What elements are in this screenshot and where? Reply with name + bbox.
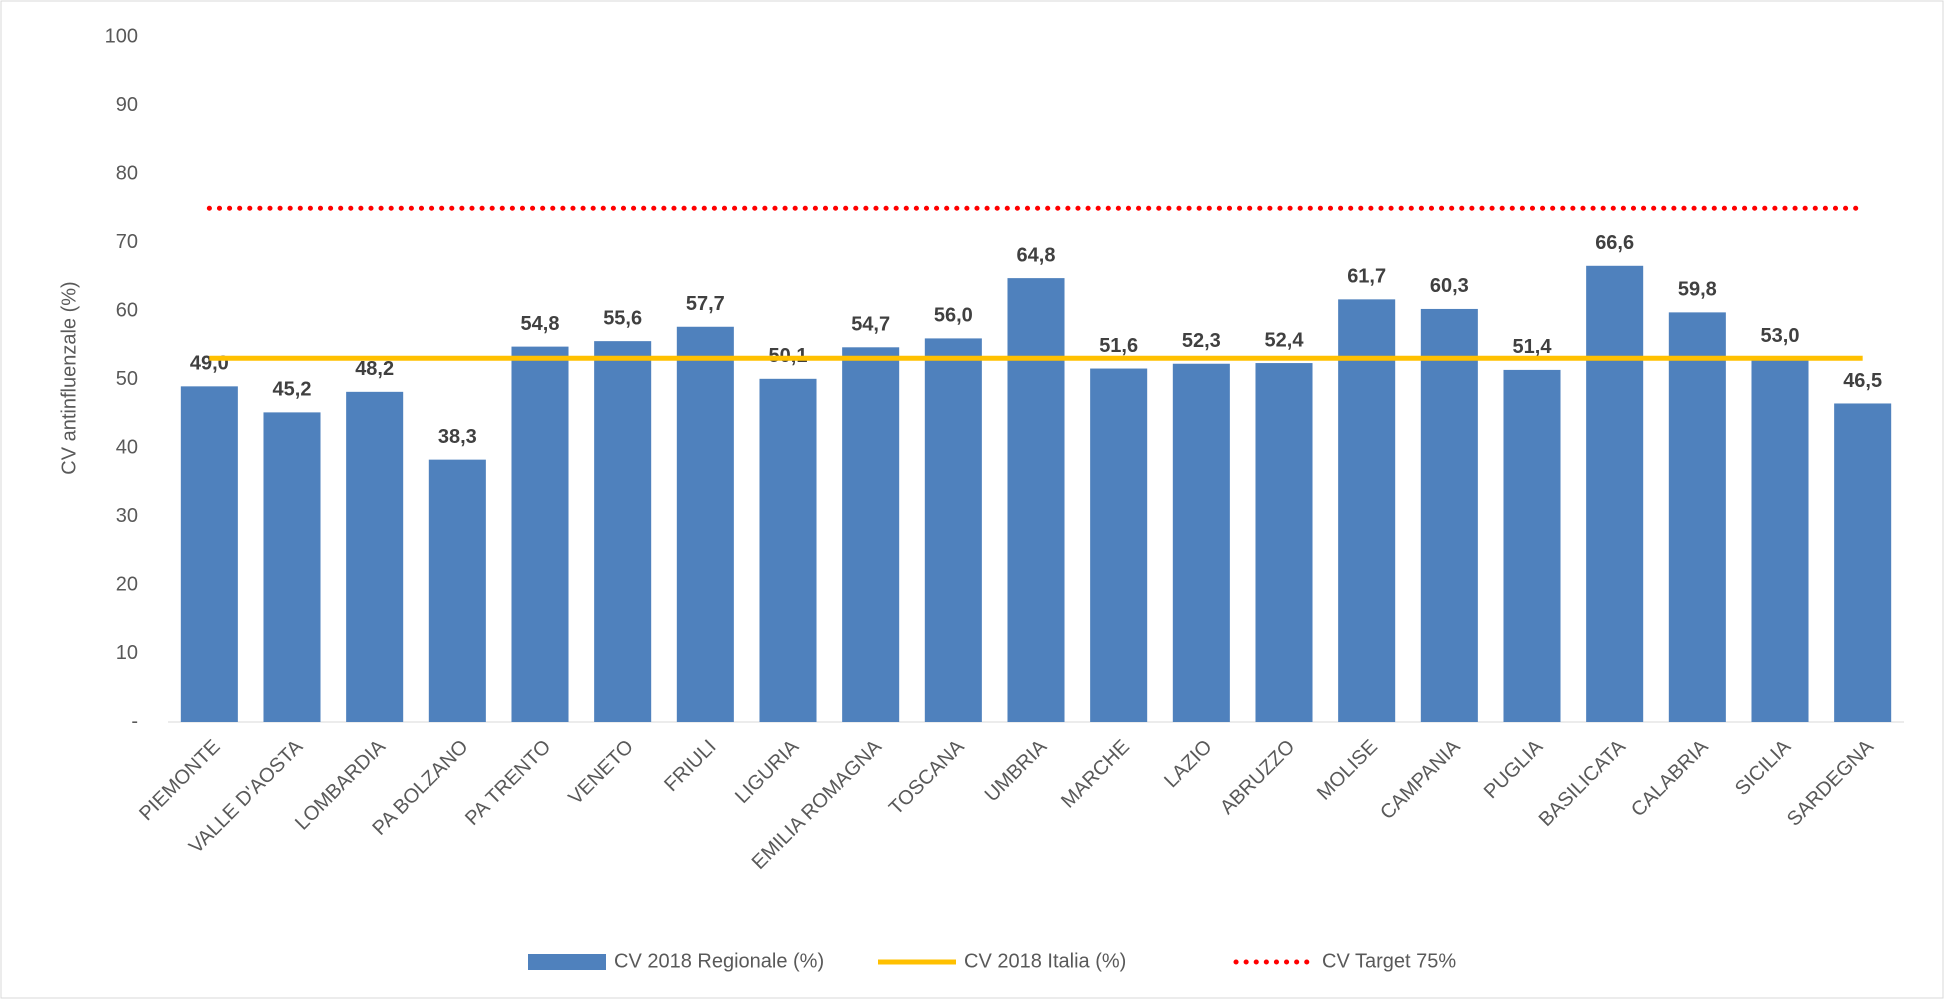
- value-label: 60,3: [1430, 275, 1469, 297]
- legend-label: CV 2018 Regionale (%): [614, 950, 824, 972]
- bar: [1338, 299, 1396, 722]
- value-label: 55,6: [603, 307, 642, 329]
- value-label: 66,6: [1595, 232, 1634, 254]
- y-tick-label: 30: [116, 505, 138, 527]
- bar: [346, 391, 404, 722]
- y-tick-label: 80: [116, 162, 138, 184]
- bar: [759, 378, 817, 722]
- bar: [594, 341, 652, 722]
- value-label: 64,8: [1017, 244, 1056, 266]
- bar: [1090, 368, 1148, 722]
- bar: [1668, 312, 1726, 722]
- y-tick-label: -: [131, 710, 138, 732]
- bar: [1503, 369, 1561, 722]
- legend-label: CV 2018 Italia (%): [964, 950, 1126, 972]
- bar: [676, 326, 734, 722]
- bar: [1255, 363, 1313, 722]
- value-label: 59,8: [1678, 279, 1717, 301]
- value-label: 38,3: [438, 426, 477, 448]
- bar: [428, 459, 486, 722]
- bar: [924, 338, 982, 722]
- value-label: 46,5: [1843, 370, 1882, 392]
- value-label: 52,3: [1182, 330, 1221, 352]
- bar: [180, 386, 238, 722]
- y-tick-label: 10: [116, 642, 138, 664]
- y-tick-label: 100: [105, 25, 138, 47]
- y-tick-label: 40: [116, 436, 138, 458]
- value-label: 56,0: [934, 305, 973, 327]
- bar: [1007, 278, 1065, 722]
- y-tick-label: 20: [116, 573, 138, 595]
- value-label: 52,4: [1265, 329, 1305, 351]
- legend-swatch: [528, 954, 606, 970]
- value-label: 45,2: [273, 379, 312, 401]
- bar: [511, 346, 569, 722]
- bar: [1834, 403, 1892, 722]
- y-axis-title: CV antinfluenzale (%): [58, 281, 80, 474]
- y-tick-label: 70: [116, 231, 138, 253]
- y-tick-label: 90: [116, 94, 138, 116]
- value-label: 54,7: [851, 314, 890, 336]
- y-tick-label: 50: [116, 368, 138, 390]
- value-label: 51,4: [1513, 336, 1553, 358]
- value-label: 61,7: [1347, 266, 1386, 288]
- bar: [842, 347, 900, 722]
- bar: [263, 412, 321, 722]
- bar: [1751, 358, 1809, 722]
- bar: [1172, 363, 1230, 722]
- legend-label: CV Target 75%: [1322, 950, 1456, 972]
- value-label: 51,6: [1099, 335, 1138, 357]
- value-label: 54,8: [521, 313, 560, 335]
- y-tick-label: 60: [116, 299, 138, 321]
- bar: [1420, 308, 1478, 722]
- value-label: 57,7: [686, 293, 725, 315]
- bar: [1586, 265, 1644, 722]
- value-label: 53,0: [1761, 325, 1800, 347]
- value-label: 48,2: [355, 358, 394, 380]
